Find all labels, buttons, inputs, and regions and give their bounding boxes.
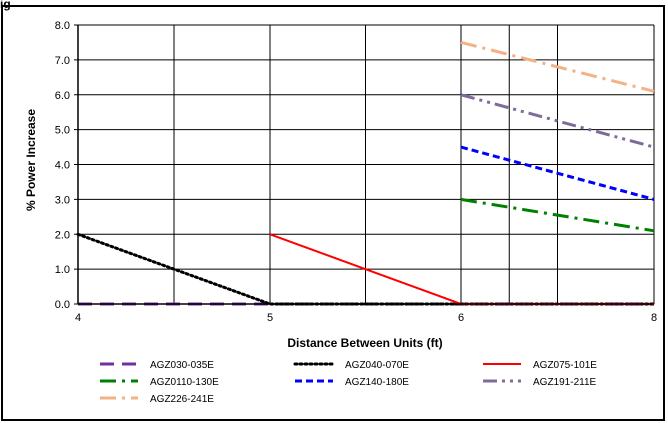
- x-tick-label: 5: [267, 312, 273, 324]
- series-line-agz0110-130e: [460, 197, 655, 233]
- legend-label-agz140-180e: AGZ140-180E: [345, 377, 409, 388]
- legend-label-agz0110-130e: AGZ0110-130E: [150, 377, 219, 388]
- x-tick-label: 8: [651, 312, 657, 324]
- y-tick-label: 7.0: [55, 55, 70, 67]
- figure-label-fragment: ig: [0, 0, 11, 11]
- y-tick-label: 3.0: [55, 194, 70, 206]
- y-tick-label: 6.0: [55, 90, 70, 102]
- x-tick-label: 4: [75, 312, 81, 324]
- y-tick-label: 2.0: [55, 229, 70, 241]
- y-tick-label: 1.0: [55, 264, 70, 276]
- x-tick-label: 6: [458, 312, 464, 324]
- tick-labels: 0.0 1.0 2.0 3.0 4.0 5.0 6.0 7.0 8.0 4 5 6 8: [55, 20, 657, 324]
- legend-label-agz030-035e: AGZ030-035E: [150, 360, 214, 371]
- y-axis-title: % Power Increase: [24, 109, 38, 211]
- legend-label-agz040-070e: AGZ040-070E: [345, 360, 409, 371]
- y-tick-label: 5.0: [55, 125, 70, 137]
- legend-label-agz191-211e: AGZ191-211E: [533, 377, 597, 388]
- legend-label-agz075-101e: AGZ075-101E: [533, 360, 597, 371]
- x-axis-title: Distance Between Units (ft): [287, 336, 442, 350]
- y-tick-label: 8.0: [55, 20, 70, 32]
- chart-border: [1, 5, 665, 421]
- legend: AGZ030-035E AGZ040-070E AGZ075-101E AGZ0110…: [100, 360, 597, 405]
- series-line-agz191-211e: [460, 93, 655, 149]
- series-line-agz226-241e: [460, 40, 655, 93]
- y-tick-label: 4.0: [55, 160, 70, 172]
- y-tick-label: 0.0: [55, 299, 70, 311]
- legend-label-agz226-241e: AGZ226-241E: [150, 394, 214, 405]
- series-line-agz140-180e: [460, 145, 655, 201]
